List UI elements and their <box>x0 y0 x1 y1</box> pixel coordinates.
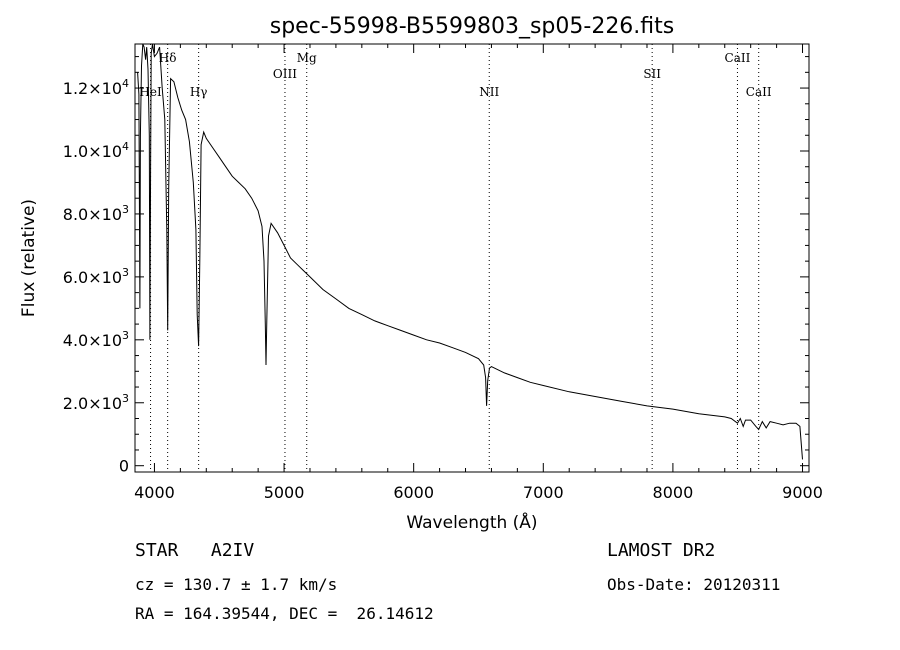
y-tick-label: 4.0×103 <box>63 329 129 350</box>
spectral-line-label: Mg <box>297 51 317 65</box>
x-tick-label: 7000 <box>523 483 564 502</box>
observation-date: Obs-Date: 20120311 <box>607 575 781 594</box>
y-axis-label: Flux (relative) <box>19 199 39 317</box>
x-tick-label: 5000 <box>264 483 305 502</box>
y-tick-label: 1.2×104 <box>63 77 129 98</box>
spectrum-series-line <box>137 43 803 460</box>
spectrum-chart: spec-55998-B5599803_sp05-226.fits HeIHδH… <box>19 14 823 533</box>
y-tick-label: 8.0×103 <box>63 203 129 224</box>
redshift-velocity: cz = 130.7 ± 1.7 km/s <box>135 575 338 594</box>
y-tick-label: 1.0×104 <box>63 140 129 161</box>
x-tick-label: 6000 <box>393 483 434 502</box>
spectral-line-label: OIII <box>273 67 297 81</box>
x-tick-label: 8000 <box>653 483 694 502</box>
y-tick-label: 0 <box>119 457 129 476</box>
spectral-line-label: Hδ <box>159 51 177 65</box>
spectral-line-label: Hγ <box>190 85 208 99</box>
spectral-line-label: CaII <box>746 85 772 99</box>
chart-title: spec-55998-B5599803_sp05-226.fits <box>270 14 675 39</box>
x-axis-label: Wavelength (Å) <box>406 511 537 533</box>
plot-frame <box>134 43 810 473</box>
coordinates: RA = 164.39544, DEC = 26.14612 <box>135 604 434 623</box>
y-axis-ticks: 0 2.0×103 4.0×103 6.0×103 8.0×103 1.0×104 1.2×… <box>63 56 809 476</box>
survey-name: LAMOST DR2 <box>607 540 716 561</box>
y-tick-label: 2.0×103 <box>63 392 129 413</box>
x-axis-ticks: 4000 5000 6000 7000 8000 9000 <box>134 44 823 502</box>
spectral-line-label: SII <box>643 67 661 81</box>
spectral-line-label: CaII <box>725 51 751 65</box>
object-class: STAR A2IV <box>135 540 255 561</box>
spectral-line-label: NII <box>479 85 499 99</box>
y-tick-label: 6.0×103 <box>63 266 129 287</box>
x-tick-label: 4000 <box>134 483 175 502</box>
x-tick-label: 9000 <box>782 483 823 502</box>
